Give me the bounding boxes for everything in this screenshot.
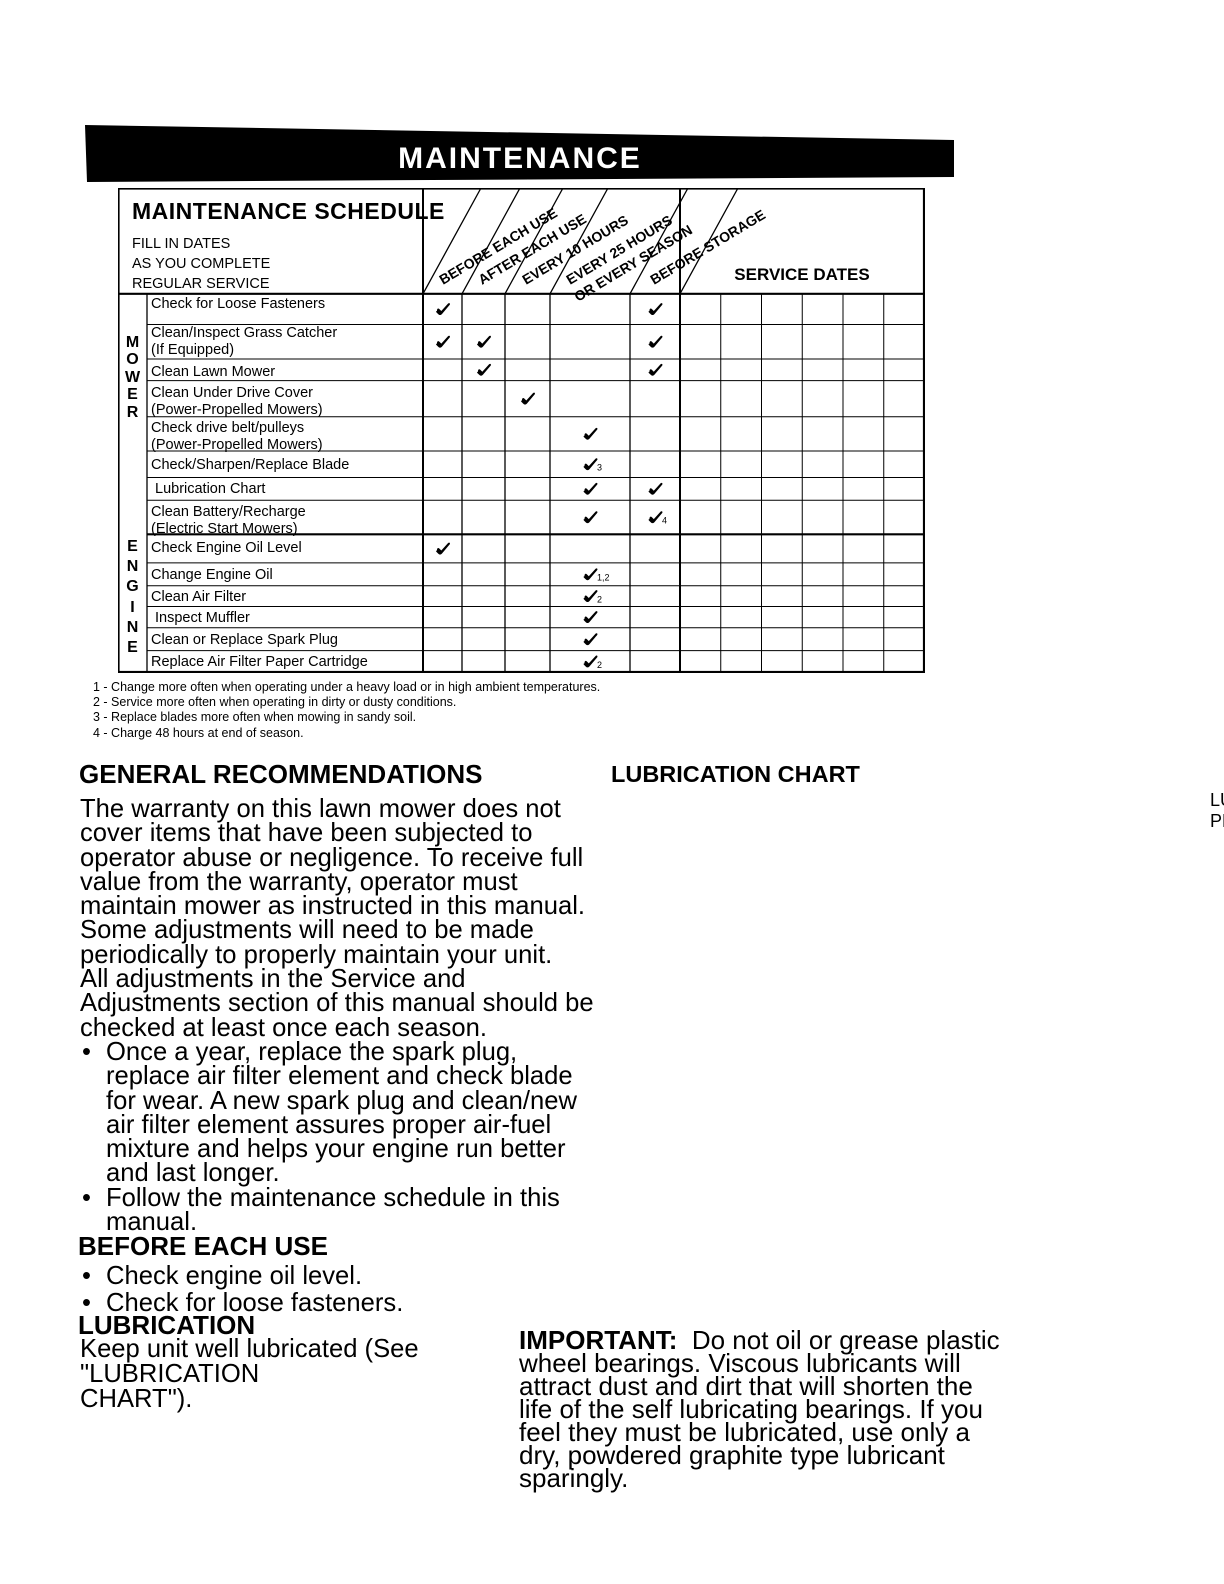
svg-text:2: 2 [597, 660, 602, 670]
svg-text:SERVICE DATES: SERVICE DATES [734, 265, 869, 284]
svg-text:4: 4 [662, 516, 667, 526]
svg-text:MAINTENANCE: MAINTENANCE [398, 142, 642, 175]
svg-text:3: 3 [597, 463, 602, 473]
svg-text:2: 2 [597, 594, 602, 604]
svg-text:1,2: 1,2 [597, 573, 610, 583]
